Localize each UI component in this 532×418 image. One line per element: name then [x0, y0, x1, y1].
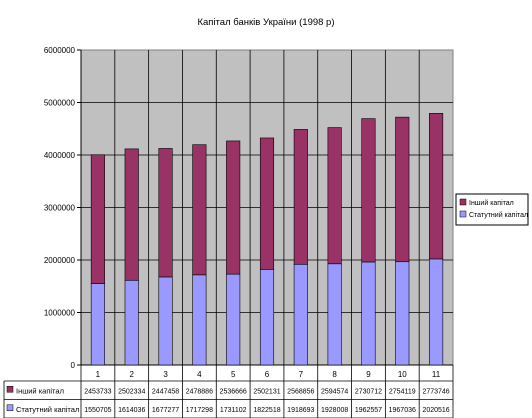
- bar-segment-other: [395, 116, 410, 263]
- bar-segment-statutory: [124, 279, 139, 366]
- y-tick-label: 2000000: [44, 256, 76, 265]
- bar-segment-other: [226, 140, 241, 275]
- chart-title: Капітал банків України (1998 р): [197, 17, 334, 28]
- y-tick-label: 4000000: [44, 151, 76, 160]
- bar-segment-other: [124, 148, 139, 281]
- table-series-name: Інший капітал: [16, 386, 64, 395]
- table-value-cell: 1731102: [220, 407, 247, 414]
- y-axis: 0 1000000 2000000 3000000 4000000 5000000 6000…: [44, 46, 81, 370]
- bars: [90, 113, 444, 366]
- table-value-cell: 2773746: [422, 388, 449, 395]
- bar-segment-other: [90, 154, 105, 284]
- x-category-label: 1: [96, 370, 101, 379]
- y-tick-label: 3000000: [44, 204, 76, 213]
- bar-segment-statutory: [192, 274, 207, 366]
- table-value-cell: 1677277: [152, 407, 179, 414]
- table-value-cell: 1717298: [186, 407, 213, 414]
- bar-segment-other: [327, 127, 342, 265]
- table-value-cell: 2453733: [84, 388, 111, 395]
- table-value-cell: 2536666: [220, 388, 247, 395]
- bar-segment-statutory: [226, 273, 241, 366]
- x-category-label: 6: [265, 370, 270, 379]
- bar-segment-statutory: [90, 283, 105, 366]
- bar-segment-statutory: [327, 263, 342, 366]
- table-value-cell: 1918693: [287, 407, 314, 414]
- legend-box: [455, 193, 529, 226]
- bar-segment-other: [158, 148, 173, 278]
- table-series-swatch: [6, 386, 14, 393]
- x-category-label: 10: [398, 370, 407, 379]
- legend-label: Інший капітал: [469, 199, 514, 207]
- bar-segment-statutory: [158, 276, 173, 366]
- bar-segment-statutory: [259, 269, 275, 366]
- table-value-cell: 2020516: [422, 407, 449, 414]
- table-value-cell: 1928008: [321, 407, 348, 414]
- table-value-cell: 2502131: [253, 388, 280, 395]
- bar-segment-statutory: [429, 258, 444, 366]
- bar-segment-statutory: [293, 263, 308, 366]
- legend-swatch: [459, 210, 467, 218]
- x-category-label: 11: [432, 370, 441, 379]
- bar-segment-other: [293, 129, 308, 265]
- table-value-cell: 2502334: [118, 388, 145, 395]
- table-value-cell: 1550705: [84, 407, 111, 414]
- bar-segment-other: [192, 144, 207, 276]
- table-value-cell: 1962557: [355, 407, 382, 414]
- y-tick-label: 0: [71, 361, 76, 370]
- x-category-label: 2: [130, 370, 135, 379]
- table-value-cell: 2754119: [389, 388, 416, 395]
- table-value-cell: 2447458: [152, 388, 179, 395]
- x-category-label: 8: [332, 370, 337, 379]
- table-value-cell: 2478886: [186, 388, 213, 395]
- bar-segment-statutory: [395, 261, 410, 366]
- table-series-name: Статутний капітал: [16, 405, 79, 414]
- legend-swatch: [459, 198, 467, 206]
- table-value-cell: 2730712: [355, 388, 382, 395]
- legend: Інший капітал Статутний капітал: [455, 193, 529, 226]
- bar-segment-other: [361, 118, 376, 263]
- table-value-cell: 2568856: [287, 388, 314, 395]
- table-value-cell: 1822518: [253, 407, 280, 414]
- y-tick-label: 1000000: [44, 309, 76, 318]
- y-tick-label: 6000000: [44, 46, 76, 55]
- x-category-label: 4: [197, 370, 202, 379]
- y-tick-label: 5000000: [44, 99, 76, 108]
- bar-segment-statutory: [361, 261, 376, 366]
- x-category-label: 3: [163, 370, 168, 379]
- table-value-cell: 2594574: [321, 388, 348, 395]
- bar-segment-other: [259, 137, 275, 270]
- data-table: 1 2 3 4 5 6 7 8 9 10 11 Інший капітал 2453733 2502334…: [3, 365, 454, 418]
- x-category-label: 5: [231, 370, 236, 379]
- table-value-cell: 1614036: [118, 407, 145, 414]
- x-category-label: 9: [366, 370, 371, 379]
- bar-segment-other: [429, 113, 444, 260]
- table-series-swatch: [6, 404, 14, 411]
- x-category-label: 7: [299, 370, 304, 379]
- table-value-cell: 1967036: [389, 407, 416, 414]
- legend-label: Статутний капітал: [469, 211, 528, 219]
